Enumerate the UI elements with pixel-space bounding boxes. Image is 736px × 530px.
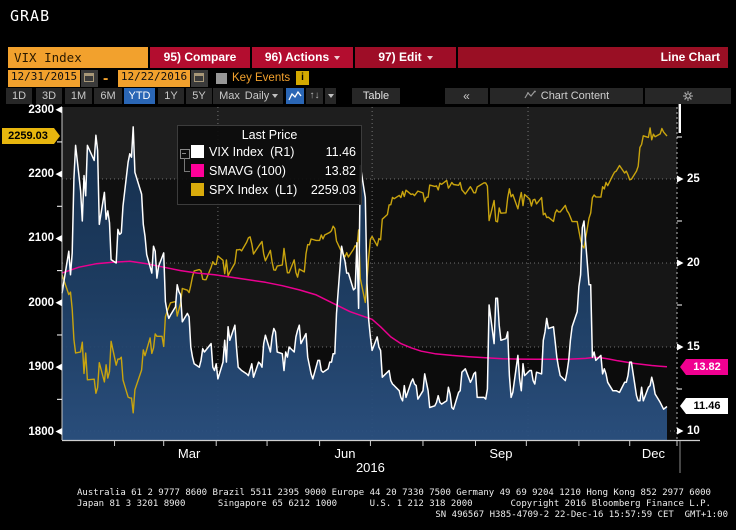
legend-item-vix[interactable]: VIX Index (R1) 11.46 [178,142,361,161]
sort-updown-button[interactable]: ↑↓ [306,88,323,104]
tree-collapse-icon[interactable] [180,149,190,159]
tree-connector [184,158,190,172]
legend-label: SPX Index (L1) [209,182,298,197]
period-button-5y[interactable]: 5Y [186,88,212,104]
actions-button-label: 96) Actions [264,50,330,64]
chart-content-icon [524,90,536,99]
chevron-down-icon [334,55,341,60]
chevron-down-icon [327,94,334,99]
chevron-down-icon [272,94,279,99]
key-events-label: Key Events [232,72,291,84]
legend-label: VIX Index (R1) [209,144,295,159]
page-title: GRAB [10,7,51,25]
actions-button[interactable]: 96) Actions [252,47,353,68]
footer-contact-line: Australia 61 2 9777 8600 Brazil 5511 239… [77,488,711,498]
footer-copyright-line: Japan 81 3 3201 8900 Singapore 65 6212 1… [77,499,711,509]
period-button-1d[interactable]: 1D [6,88,32,104]
legend-value: 2259.03 [310,182,356,197]
legend-title: Last Price [241,128,298,142]
settings-button[interactable] [645,88,731,104]
security-ticker-field[interactable]: VIX Index [8,47,148,68]
legend-item-smavg[interactable]: SMAVG (100) 13.82 [178,161,361,180]
date-range-separator: - [103,70,109,87]
chevron-down-icon [426,55,433,60]
chart-content-button[interactable]: Chart Content [490,88,643,104]
compare-button[interactable]: 95) Compare [150,47,250,68]
period-button-6m[interactable]: 6M [94,88,122,104]
calendar-icon[interactable] [81,70,98,87]
date-from-input[interactable]: 12/31/2015 [8,70,80,87]
chart-type-title-bar[interactable]: Line Chart [458,47,728,68]
legend-label: SMAVG (100) [209,163,286,178]
edit-button-label: 97) Edit [378,50,422,64]
chart-plot-area[interactable] [0,0,736,480]
collapse-panel-button[interactable]: « [445,88,488,104]
spx-swatch-icon [191,183,204,196]
frequency-label: Daily [244,90,270,102]
frequency-dropdown[interactable]: Daily [240,88,283,104]
period-button-3d[interactable]: 3D [36,88,62,104]
period-button-ytd[interactable]: YTD [124,88,155,104]
period-button-1m[interactable]: 1M [65,88,92,104]
table-button[interactable]: Table [352,88,400,104]
chart-content-label: Chart Content [540,90,610,102]
key-events-checkbox[interactable] [216,73,227,84]
line-chart-mode-button[interactable] [286,88,304,104]
gear-icon [683,91,693,101]
legend-item-spx[interactable]: SPX Index (L1) 2259.03 [178,180,361,199]
date-to-input[interactable]: 12/22/2016 [118,70,190,87]
footer-session-line: SN 496567 H385-4709-2 22-Dec-16 15:57:59… [435,510,728,520]
period-button-1y[interactable]: 1Y [158,88,184,104]
chart-legend: Last Price VIX Index (R1) 11.46 SMAVG (1… [177,125,362,205]
line-chart-icon [288,90,302,101]
smavg-swatch-icon [191,164,204,177]
chart-style-dropdown[interactable] [325,88,336,104]
calendar-glyph [194,73,204,82]
period-button-max[interactable]: Max [213,88,246,104]
info-icon[interactable]: i [296,71,309,85]
vix-swatch-icon [191,145,204,158]
legend-value: 13.82 [324,163,356,178]
calendar-icon[interactable] [191,70,208,87]
legend-value: 11.46 [325,144,356,159]
calendar-glyph [84,73,94,82]
edit-button[interactable]: 97) Edit [355,47,456,68]
